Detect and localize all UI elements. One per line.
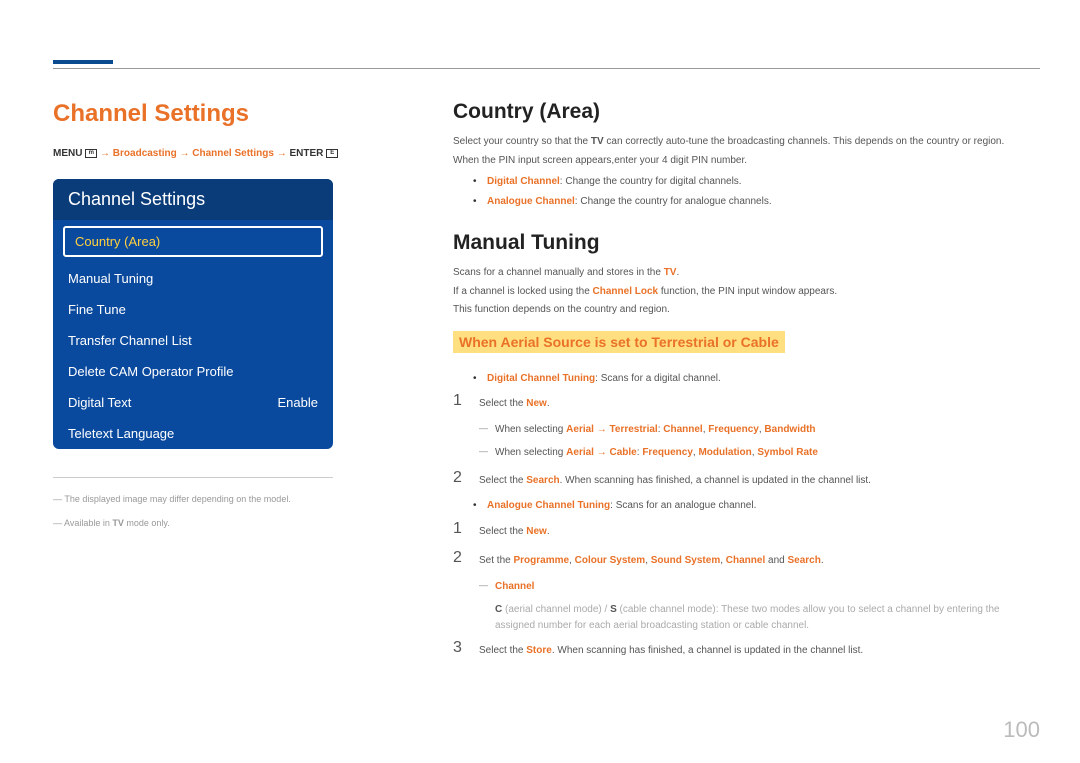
breadcrumb-channel-settings: Channel Settings [192, 148, 274, 159]
breadcrumb-broadcasting: Broadcasting [113, 148, 177, 159]
analogue-step-2: 2 Set the Programme, Colour System, Soun… [453, 549, 1040, 569]
step-number: 3 [453, 639, 479, 657]
step-body: Select the Store. When scanning has fini… [479, 639, 863, 659]
analogue-tuning-bullet: Analogue Channel Tuning: Scans for an an… [473, 498, 1040, 514]
channel-sub-body: C (aerial channel mode) / S (cable chann… [495, 602, 1040, 633]
osd-item-country-area[interactable]: Country (Area) [63, 226, 323, 257]
aerial-subheading: When Aerial Source is set to Terrestrial… [453, 331, 785, 353]
bullet-analogue-channel-tuning: Analogue Channel Tuning: Scans for an an… [473, 498, 1040, 514]
bullet-digital-channel: Digital Channel: Change the country for … [473, 174, 1040, 190]
digital-step-1: 1 Select the New. [453, 392, 1040, 412]
step-body: Select the New. [479, 520, 550, 540]
osd-item-label: Delete CAM Operator Profile [68, 364, 233, 379]
step-body: Select the New. [479, 392, 550, 412]
digital-step-2: 2 Select the Search. When scanning has f… [453, 469, 1040, 489]
step-number: 1 [453, 520, 479, 538]
osd-item-label: Digital Text [68, 395, 131, 410]
breadcrumb-arrow-1: → [100, 148, 113, 159]
footnote-tv: TV [112, 518, 124, 528]
osd-item-value: Enable [278, 395, 318, 410]
osd-item-fine-tune[interactable]: Fine Tune [53, 294, 333, 325]
left-column: Channel Settings MENU m → Broadcasting →… [53, 100, 388, 541]
osd-item-teletext-language[interactable]: Teletext Language [53, 418, 333, 449]
analogue-step-1: 1 Select the New. [453, 520, 1040, 540]
footnote-1: ― The displayed image may differ dependi… [53, 492, 333, 506]
breadcrumb-enter: ENTER [290, 148, 324, 159]
footnotes: ― The displayed image may differ dependi… [53, 477, 333, 531]
bullet-digital-channel-tuning: Digital Channel Tuning: Scans for a digi… [473, 371, 1040, 387]
manual-p3: This function depends on the country and… [453, 302, 1040, 318]
osd-item-label: Teletext Language [68, 426, 174, 441]
bullet-analogue-channel: Analogue Channel: Change the country for… [473, 194, 1040, 210]
osd-menu: Channel Settings Country (Area) Manual T… [53, 179, 333, 449]
footnote-text: The displayed image may differ depending… [64, 494, 290, 504]
manual-tuning-heading: Manual Tuning [453, 231, 1040, 255]
manual-p2: If a channel is locked using the Channel… [453, 284, 1040, 300]
sub-cable: When selecting Aerial → Cable: Frequency… [479, 445, 1040, 461]
osd-item-manual-tuning[interactable]: Manual Tuning [53, 263, 333, 294]
osd-menu-list: Country (Area) Manual Tuning Fine Tune T… [53, 226, 333, 449]
osd-item-transfer-channel-list[interactable]: Transfer Channel List [53, 325, 333, 356]
osd-item-label: Transfer Channel List [68, 333, 192, 348]
page-heading: Channel Settings [53, 100, 388, 128]
right-column: Country (Area) Select your country so th… [453, 100, 1040, 669]
digital-steps: 1 Select the New. When selecting Aerial … [453, 392, 1040, 488]
analogue-step-3: 3 Select the Store. When scanning has fi… [453, 639, 1040, 659]
enter-icon: E [326, 149, 338, 158]
step-number: 2 [453, 549, 479, 567]
osd-item-label: Country (Area) [75, 234, 160, 249]
osd-item-digital-text[interactable]: Digital Text Enable [53, 387, 333, 418]
osd-item-label: Manual Tuning [68, 271, 153, 286]
menu-icon: m [85, 149, 97, 158]
country-area-p2: When the PIN input screen appears,enter … [453, 153, 1040, 169]
osd-item-label: Fine Tune [68, 302, 126, 317]
osd-menu-title: Channel Settings [53, 179, 333, 220]
step-body: Set the Programme, Colour System, Sound … [479, 549, 824, 569]
country-area-bullets: Digital Channel: Change the country for … [473, 174, 1040, 209]
osd-item-delete-cam[interactable]: Delete CAM Operator Profile [53, 356, 333, 387]
channel-sub-title: Channel [479, 579, 1040, 595]
step-number: 2 [453, 469, 479, 487]
manual-p1: Scans for a channel manually and stores … [453, 265, 1040, 281]
top-divider [53, 68, 1040, 69]
country-area-heading: Country (Area) [453, 100, 1040, 124]
breadcrumb-path: MENU m → Broadcasting → Channel Settings… [53, 148, 388, 159]
top-accent-bar [53, 60, 113, 64]
footnote-2: ― Available in TV mode only. [53, 516, 333, 530]
page-number: 100 [1003, 717, 1040, 743]
digital-tuning-bullet: Digital Channel Tuning: Scans for a digi… [473, 371, 1040, 387]
breadcrumb-arrow-3: → [277, 148, 290, 159]
analogue-steps: 1 Select the New. 2 Set the Programme, C… [453, 520, 1040, 659]
step-body: Select the Search. When scanning has fin… [479, 469, 871, 489]
breadcrumb-menu: MENU [53, 148, 82, 159]
step-number: 1 [453, 392, 479, 410]
breadcrumb-arrow-2: → [179, 148, 192, 159]
sub-terrestrial: When selecting Aerial → Terrestrial: Cha… [479, 422, 1040, 438]
country-area-p1: Select your country so that the TV can c… [453, 134, 1040, 150]
